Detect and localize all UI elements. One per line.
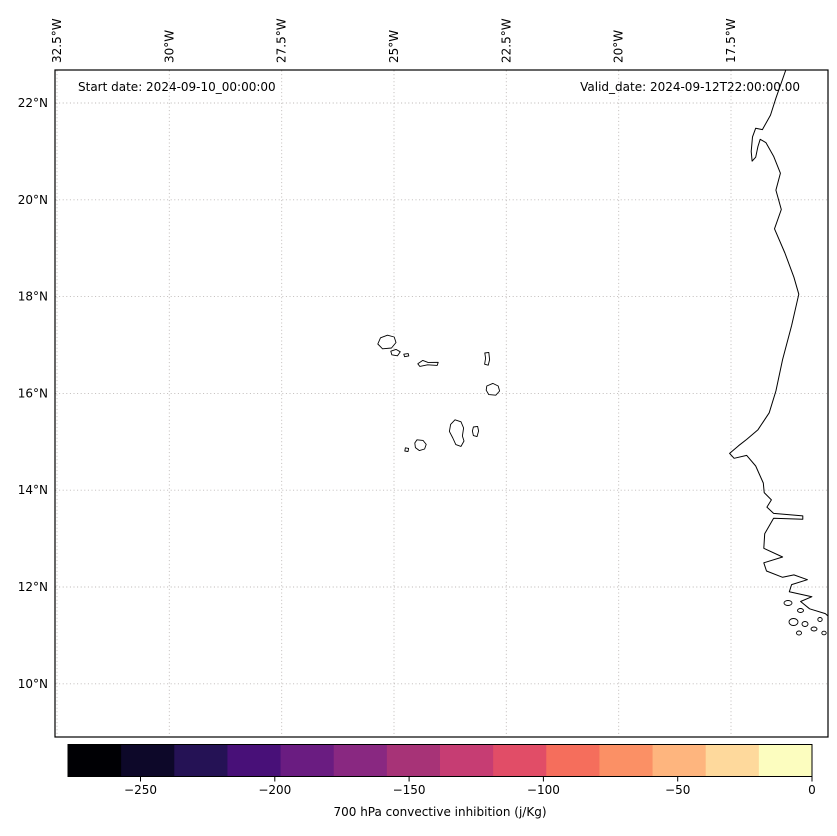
colorbar-segment (705, 744, 760, 777)
island-sao-nicolau (417, 359, 439, 367)
colorbar-gradient (68, 744, 813, 777)
lon-tick-label: 20°W (612, 30, 626, 63)
lon-tick-label: 17.5°W (724, 18, 738, 63)
lon-tick-label: 25°W (387, 30, 401, 63)
island (788, 618, 799, 626)
left-axis-labels: 22°N 20°N 18°N 16°N 14°N 12°N 10°N (18, 96, 48, 691)
colorbar-label: 700 hPa convective inhibition (j/Kg) (333, 805, 546, 819)
colorbar-tick-label: −250 (124, 783, 157, 797)
africa-coastline (729, 69, 829, 617)
colorbar-tick-label: −150 (393, 783, 426, 797)
colorbar-outline (67, 744, 813, 777)
colorbar-segment (174, 744, 228, 777)
bijagos-islands (783, 600, 827, 636)
lat-tick-label: 20°N (18, 193, 48, 207)
lat-tick-label: 10°N (18, 677, 48, 691)
colorbar-segment (652, 744, 707, 777)
island-sao-vicente (390, 348, 401, 357)
colorbar-segment (386, 744, 441, 777)
colorbar-segment (493, 744, 547, 777)
colorbar-segment (227, 744, 282, 777)
colorbar-segment (333, 744, 388, 777)
valid-date-annotation: Valid_date: 2024-09-12T22:00:00.00 (580, 80, 800, 94)
top-axis-labels: 32.5°W 30°W 27.5°W 25°W 22.5°W 20°W 17.5… (50, 18, 738, 63)
colorbar-segment (440, 744, 494, 777)
island-santo-antao (377, 334, 397, 350)
start-date-annotation: Start date: 2024-09-10_00:00:00 (78, 80, 276, 94)
lat-tick-label: 16°N (18, 386, 48, 400)
lon-tick-label: 30°W (162, 30, 176, 63)
island-santiago (448, 419, 465, 447)
colorbar-segment (599, 744, 654, 777)
colorbar-tick-label: −100 (527, 783, 560, 797)
island-maio (471, 425, 480, 438)
colorbar-segment (280, 744, 335, 777)
colorbar-segment (546, 744, 600, 777)
colorbar-tick-label: −50 (665, 783, 690, 797)
lat-tick-label: 12°N (18, 580, 48, 594)
colorbar-tick-label: 0 (808, 783, 816, 797)
island (801, 621, 809, 627)
island (796, 630, 802, 636)
lat-tick-label: 18°N (18, 290, 48, 304)
cape-verde-islands (377, 334, 501, 453)
lon-tick-label: 27.5°W (275, 18, 289, 63)
gridlines (55, 70, 828, 737)
plot-frame (54, 69, 829, 738)
colorbar-ticks (140, 776, 813, 782)
lat-tick-label: 22°N (18, 96, 48, 110)
colorbar-segment (758, 744, 813, 777)
island-sal (484, 351, 491, 366)
island-santa-luzia (403, 353, 410, 358)
lon-tick-label: 32.5°W (50, 18, 64, 63)
island-boa-vista (485, 382, 501, 396)
island (810, 626, 818, 632)
lon-tick-label: 22.5°W (499, 18, 513, 63)
island-brava (404, 447, 410, 453)
island-fogo (414, 439, 427, 452)
colorbar-segment (68, 744, 122, 777)
island (783, 600, 793, 606)
colorbar-segment (121, 744, 175, 777)
lat-tick-label: 14°N (18, 483, 48, 497)
island (797, 608, 804, 613)
colorbar-tick-label: −200 (258, 783, 291, 797)
island (821, 630, 827, 636)
colorbar-tick-labels: −250 −200 −150 −100 −50 0 (124, 783, 816, 797)
island (817, 617, 823, 622)
